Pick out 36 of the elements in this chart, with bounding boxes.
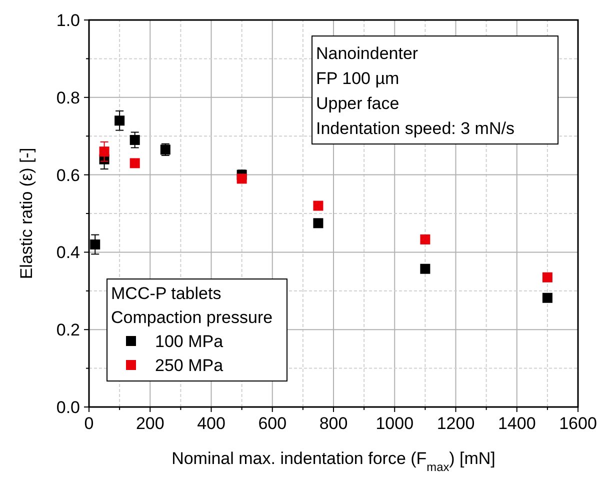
- point: [542, 272, 552, 282]
- x-tick-label: 1200: [436, 414, 475, 433]
- y-tick-label: 0.8: [56, 88, 80, 108]
- point: [313, 200, 324, 211]
- x-tick-label: 0: [84, 414, 94, 433]
- point: [90, 239, 100, 250]
- point: [542, 292, 552, 303]
- point: [114, 116, 125, 126]
- point: [420, 234, 430, 244]
- point: [99, 146, 110, 157]
- x-tick-label: 1000: [376, 414, 414, 433]
- y-tick-label: 0.4: [56, 243, 80, 262]
- x-tick-label: 400: [197, 414, 226, 433]
- x-tick-label: 800: [319, 414, 348, 433]
- legend-label: 100 MPa: [155, 332, 224, 351]
- point: [236, 174, 247, 184]
- annotation: FP 100 µm: [316, 69, 400, 88]
- point: [130, 158, 140, 168]
- annotation: Upper face: [316, 94, 400, 113]
- x-axis-title: Nominal max. indentation force (F$_{max}$) [mN]: [172, 449, 496, 474]
- legend-label: 250 MPa: [155, 356, 224, 375]
- annotation: Nanoindenter: [316, 44, 418, 63]
- x-tick-label: 600: [258, 414, 287, 433]
- y-tick-label: 0.6: [56, 166, 80, 185]
- y-tick-label: 0.0: [56, 398, 80, 417]
- legend-title: MCC-P tablets Compaction pressure: [111, 284, 273, 327]
- y-tick-label: 0.2: [56, 320, 80, 340]
- y-axis-title: Elastic ratio (ε) [-]: [17, 148, 36, 280]
- annotation: Indentation speed: 3 mN/s: [316, 119, 514, 138]
- x-tick-label: 1600: [559, 414, 597, 433]
- point: [130, 134, 140, 145]
- y-tick-label: 1.0: [56, 10, 80, 30]
- x-tick-label: 1400: [498, 414, 536, 433]
- point: [313, 218, 324, 228]
- x-tick-label: 200: [136, 414, 164, 433]
- point: [420, 264, 430, 274]
